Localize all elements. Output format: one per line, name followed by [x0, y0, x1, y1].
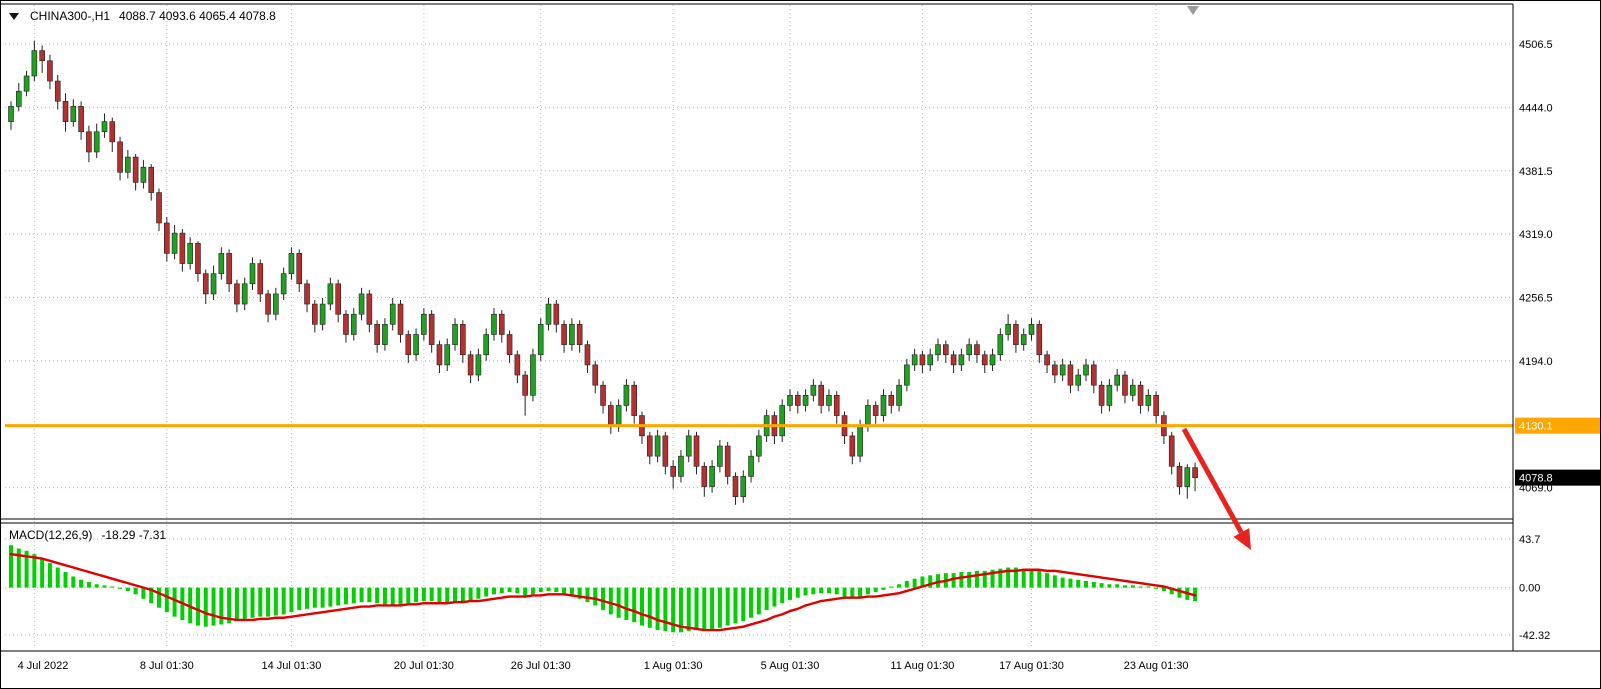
macd-panel: [9, 545, 1198, 633]
resistance-price-badge: [1515, 417, 1600, 434]
svg-text:8 Jul 01:30: 8 Jul 01:30: [140, 660, 194, 672]
trend-arrow-shaft: [1181, 427, 1244, 534]
symbol-marker-icon: [9, 12, 19, 20]
price-levels: 4130.1 4078.8: [5, 417, 1600, 486]
macd-legend: MACD(12,26,9) -18.29 -7.31: [9, 528, 166, 542]
svg-text:4381.5: 4381.5: [1519, 166, 1553, 178]
svg-text:0.00: 0.00: [1519, 583, 1540, 595]
macd-indicator-label: MACD(12,26,9): [9, 528, 93, 542]
svg-text:4319.0: 4319.0: [1519, 229, 1553, 241]
svg-text:4444.0: 4444.0: [1519, 102, 1553, 114]
svg-text:4078.8: 4078.8: [1519, 473, 1553, 485]
svg-text:43.7: 43.7: [1519, 534, 1540, 546]
axes: 4 Jul 2022 8 Jul 01:30 14 Jul 01:30 20 Jul …: [18, 39, 1553, 672]
svg-text:-42.32: -42.32: [1519, 630, 1550, 642]
svg-text:4194.0: 4194.0: [1519, 356, 1553, 368]
svg-text:26 Jul 01:30: 26 Jul 01:30: [511, 660, 571, 672]
svg-text:5 Aug 01:30: 5 Aug 01:30: [761, 660, 820, 672]
svg-text:14 Jul 01:30: 14 Jul 01:30: [261, 660, 321, 672]
svg-text:4506.5: 4506.5: [1519, 39, 1553, 51]
svg-text:4 Jul 2022: 4 Jul 2022: [18, 660, 69, 672]
svg-text:23 Aug 01:30: 23 Aug 01:30: [1124, 660, 1189, 672]
gridlines: [5, 5, 1513, 649]
svg-text:4256.5: 4256.5: [1519, 292, 1553, 304]
svg-text:20 Jul 01:30: 20 Jul 01:30: [394, 660, 454, 672]
svg-text:1 Aug 01:30: 1 Aug 01:30: [644, 660, 703, 672]
svg-text:4130.1: 4130.1: [1519, 421, 1553, 433]
current-price-badge: [1515, 469, 1600, 486]
annotations: [1181, 427, 1251, 550]
svg-text:17 Aug 01:30: 17 Aug 01:30: [999, 660, 1064, 672]
candles: [8, 40, 1198, 505]
macd-values: -18.29 -7.31: [101, 528, 167, 542]
trend-arrow-head: [1233, 528, 1251, 550]
chart-shift-marker-icon[interactable]: [1187, 6, 1199, 15]
symbol-timeframe-label: CHINA300-,H1: [30, 9, 111, 23]
svg-text:4069.0: 4069.0: [1519, 483, 1553, 495]
svg-text:11 Aug 01:30: 11 Aug 01:30: [890, 660, 954, 672]
panel-borders: [1, 3, 1600, 652]
ohlc-values: 4088.7 4093.6 4065.4 4078.8: [119, 9, 276, 23]
symbol-legend: CHINA300-,H1 4088.7 4093.6 4065.4 4078.8: [9, 9, 276, 23]
